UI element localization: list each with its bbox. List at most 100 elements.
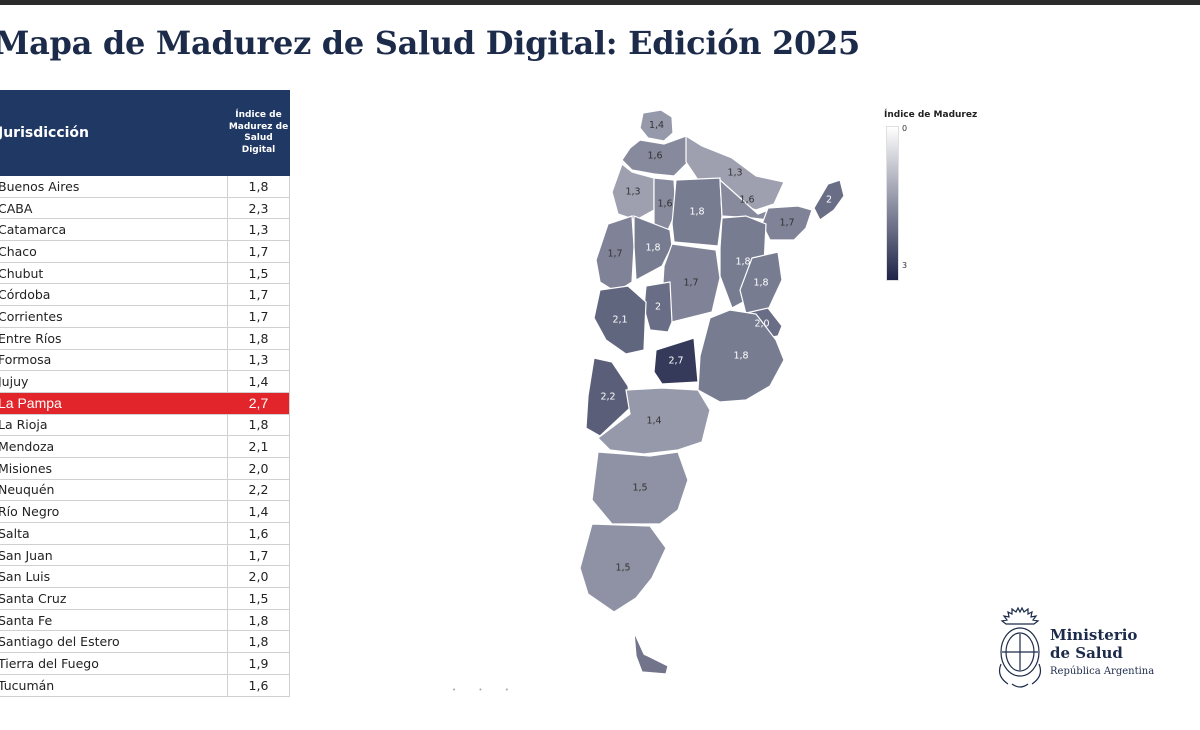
index-value: 1,7 — [227, 544, 290, 567]
index-value: 2,0 — [227, 565, 290, 589]
index-value: 1,3 — [227, 218, 290, 242]
jurisdiction-name: Misiones — [0, 457, 228, 480]
table-row: Mendoza 2,1 — [0, 435, 290, 458]
map-region — [685, 134, 785, 211]
index-value: 1,8 — [227, 327, 290, 350]
table-row: Tierra del Fuego 1,9 — [0, 652, 290, 675]
index-value: 1,8 — [227, 609, 290, 632]
map-region-label: 2,1 — [612, 315, 627, 326]
jurisdiction-name: CABA — [0, 197, 228, 220]
map-region — [579, 523, 667, 613]
index-value: 2,7 — [227, 392, 290, 415]
table-row: Tucumán 1,6 — [0, 674, 290, 697]
map-region-label: 1,4 — [649, 120, 664, 131]
logo-country: República Argentina — [1050, 666, 1155, 677]
table-row: San Luis 2,0 — [0, 565, 290, 589]
index-value: 2,1 — [227, 435, 290, 458]
map-region — [633, 631, 669, 675]
map-region-label: 2,7 — [668, 356, 683, 367]
table-row: Catamarca 1,3 — [0, 218, 290, 242]
legend-max-label: 3 — [902, 261, 908, 270]
index-table: Jurisdicción Índice de Madurez de Salud … — [0, 90, 290, 697]
map-region-label: 1,7 — [683, 278, 698, 289]
map-region-label: 1,8 — [735, 257, 750, 268]
map-region — [611, 163, 655, 221]
map-region — [653, 337, 699, 385]
legend-min-label: 0 — [902, 124, 908, 133]
map-region-label: 1,8 — [753, 278, 768, 289]
table-body: Buenos Aires 1,8 CABA 2,3 Catamarca 1,3 Chaco 1… — [0, 176, 290, 697]
index-value: 1,6 — [227, 674, 290, 697]
jurisdiction-name: Jujuy — [0, 370, 228, 393]
map-region — [697, 309, 785, 403]
index-value: 1,4 — [227, 370, 290, 393]
index-value: 1,8 — [227, 414, 290, 437]
map-region-label: 2 — [655, 302, 661, 313]
map-region-label: 1,8 — [645, 243, 660, 254]
table-header-row: Jurisdicción Índice de Madurez de Salud … — [0, 90, 290, 176]
table-row: Jujuy 1,4 — [0, 370, 290, 393]
map-region-label: 1,3 — [625, 187, 640, 198]
map-region — [621, 135, 689, 177]
table-row: Santa Cruz 1,5 — [0, 587, 290, 610]
jurisdiction-name: Catamarca — [0, 218, 228, 242]
column-header-index-line: Salud — [244, 133, 273, 143]
ministry-logo: Ministerio de Salud República Argentina — [992, 604, 1192, 694]
table-row: Neuquén 2,2 — [0, 479, 290, 502]
map-region — [671, 177, 723, 247]
map-region-label: 1,6 — [647, 151, 662, 162]
jurisdiction-name: La Rioja — [0, 414, 228, 437]
table-row: Corrientes 1,7 — [0, 305, 290, 328]
map-labels: 1,4 1,6 1,3 1,3 1,6 1,8 1,6 2 1,7 1,8 1,7 1,8 1,7 1,8… — [600, 120, 832, 659]
jurisdiction-name: Chubut — [0, 262, 228, 285]
map-region-label: 1,5 — [632, 483, 647, 494]
column-header-index-line: Digital — [241, 144, 276, 155]
column-header-jurisdiction: Jurisdicción — [0, 90, 228, 176]
map-region — [585, 357, 631, 437]
jurisdiction-name: Tucumán — [0, 674, 228, 697]
column-header-index-line: Madurez de — [228, 121, 289, 132]
jurisdiction-name: Mendoza — [0, 435, 228, 458]
jurisdiction-name: San Juan — [0, 544, 228, 567]
index-value: 1,5 — [227, 587, 290, 610]
index-value: 1,6 — [227, 522, 290, 545]
jurisdiction-name: Río Negro — [0, 500, 228, 523]
jurisdiction-name: Buenos Aires — [0, 176, 228, 198]
index-value: 2,3 — [227, 197, 290, 220]
argentina-map — [579, 109, 845, 675]
table-row: Entre Ríos 1,8 — [0, 327, 290, 350]
map-region-label: 1,9 — [643, 648, 658, 659]
table-row: Santiago del Estero 1,8 — [0, 630, 290, 654]
table-row: Santa Fe 1,8 — [0, 609, 290, 632]
map-region — [597, 387, 711, 455]
map-region — [813, 179, 845, 221]
jurisdiction-name: Santiago del Estero — [0, 630, 228, 654]
map-region-label: 2 — [826, 195, 832, 206]
jurisdiction-name: Santa Cruz — [0, 587, 228, 610]
map-region-label: 1,3 — [727, 168, 742, 179]
table-row: Río Negro 1,4 — [0, 500, 290, 523]
map-region-label: 1,7 — [607, 249, 622, 260]
legend-color-scale — [886, 126, 899, 281]
map-region — [639, 109, 674, 142]
index-value: 1,9 — [227, 652, 290, 675]
column-header-index: Índice de Madurez de Salud Digital — [227, 90, 290, 176]
index-value: 1,7 — [227, 240, 290, 263]
table-row: San Juan 1,7 — [0, 544, 290, 567]
index-value: 1,4 — [227, 500, 290, 523]
index-value: 2,0 — [227, 457, 290, 480]
table-row: Salta 1,6 — [0, 522, 290, 545]
legend-title: Índice de Madurez — [884, 110, 978, 120]
jurisdiction-name: San Luis — [0, 565, 228, 589]
logo-name-line1: Ministerio — [1050, 626, 1138, 644]
map-region-label: 1,4 — [646, 416, 661, 427]
table-row: Córdoba 1,7 — [0, 283, 290, 307]
map-region-label: 1,8 — [733, 351, 748, 362]
jurisdiction-name: Tierra del Fuego — [0, 652, 228, 675]
table-row: Misiones 2,0 — [0, 457, 290, 480]
map-region-label: 2,0 — [754, 319, 769, 330]
table-row: La Rioja 1,8 — [0, 414, 290, 437]
jurisdiction-name: Corrientes — [0, 305, 228, 328]
jurisdiction-name: Chaco — [0, 240, 228, 263]
jurisdiction-name: Salta — [0, 522, 228, 545]
